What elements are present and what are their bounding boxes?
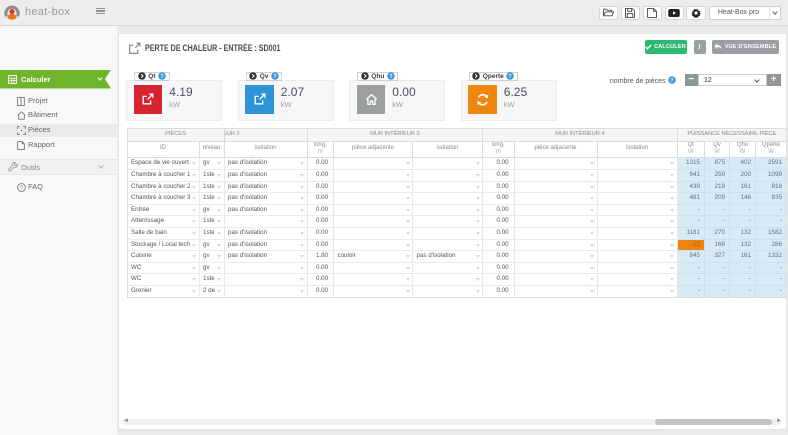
svg-text:?: ? — [273, 74, 276, 80]
svg-text:?: ? — [509, 74, 512, 80]
svg-text:?: ? — [389, 74, 392, 80]
svg-text:?: ? — [670, 77, 673, 83]
svg-text:?: ? — [160, 74, 163, 80]
svg-text:?: ? — [20, 185, 23, 191]
